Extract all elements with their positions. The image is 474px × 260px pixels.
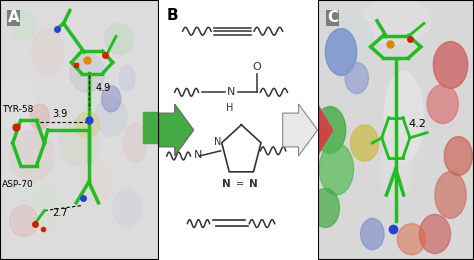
Ellipse shape [380,136,411,202]
Ellipse shape [123,124,147,162]
Text: TYR-58: TYR-58 [1,105,33,114]
Ellipse shape [9,130,54,182]
Ellipse shape [325,29,356,75]
Ellipse shape [70,53,105,92]
Text: 2.7: 2.7 [53,208,68,218]
Ellipse shape [435,172,466,218]
Ellipse shape [95,98,127,136]
Bar [143,112,159,143]
Text: ASP-70: ASP-70 [1,180,33,189]
Ellipse shape [30,104,49,130]
Ellipse shape [119,65,135,91]
Ellipse shape [361,0,431,44]
Text: O: O [253,62,262,72]
Text: H: H [226,103,233,113]
Ellipse shape [314,107,346,153]
Text: N: N [222,179,231,189]
Ellipse shape [80,162,111,202]
Ellipse shape [384,72,423,162]
Ellipse shape [105,23,133,55]
Text: C: C [327,10,338,25]
Ellipse shape [12,10,36,42]
Ellipse shape [9,205,38,237]
Ellipse shape [444,136,473,176]
Ellipse shape [361,218,384,250]
Polygon shape [314,99,333,161]
Text: N: N [248,179,257,189]
Text: =: = [236,179,244,189]
Text: 4.9: 4.9 [95,83,110,93]
Ellipse shape [101,86,121,112]
Ellipse shape [397,224,426,255]
Ellipse shape [32,29,64,75]
Text: N: N [227,87,236,97]
Ellipse shape [113,188,141,228]
Ellipse shape [433,42,468,88]
Ellipse shape [326,13,373,65]
Ellipse shape [350,125,379,161]
Text: N: N [194,150,202,160]
Polygon shape [283,99,333,161]
Text: 3.9: 3.9 [53,109,68,119]
Ellipse shape [345,62,368,94]
Ellipse shape [60,120,99,166]
Text: N: N [214,138,222,147]
Ellipse shape [419,214,450,254]
Text: A: A [8,10,20,25]
Ellipse shape [30,185,65,231]
Ellipse shape [427,84,458,124]
Ellipse shape [319,143,354,195]
Ellipse shape [311,188,339,228]
FancyArrow shape [159,104,194,156]
Text: 4.2: 4.2 [408,119,426,129]
Ellipse shape [0,78,36,130]
FancyArrow shape [283,104,318,156]
Text: B: B [167,8,178,23]
Ellipse shape [75,112,99,138]
